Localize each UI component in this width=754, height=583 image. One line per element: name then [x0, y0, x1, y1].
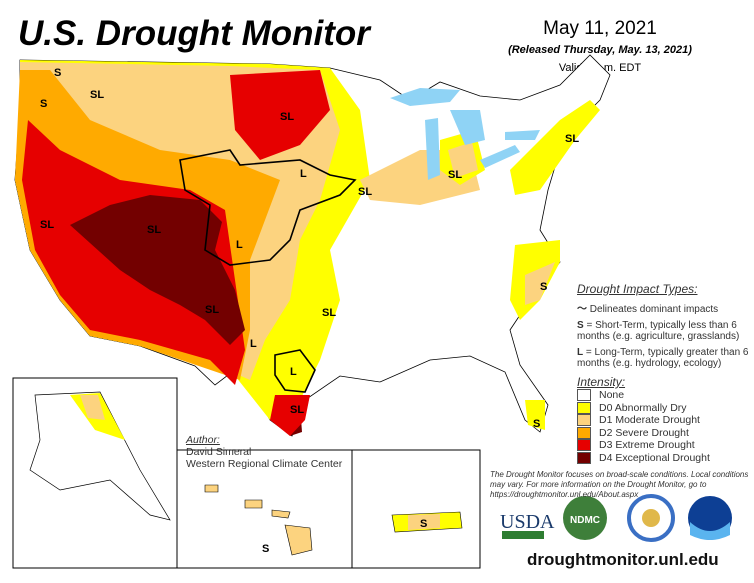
- intensity-heading: Intensity:: [577, 375, 626, 389]
- legend-item: D4 Exceptional Drought: [577, 452, 752, 465]
- impact-labels: S SL S SL SL L SL SL SL SL L S SL SL L L…: [40, 67, 579, 430]
- svg-text:S: S: [40, 98, 47, 110]
- lake-huron: [450, 110, 485, 145]
- legend-swatch: [577, 439, 591, 452]
- svg-text:L: L: [236, 239, 243, 251]
- d1-carolinas: [525, 262, 555, 305]
- d0-florida: [525, 400, 545, 430]
- impact-boundaries: [179, 149, 357, 393]
- svg-text:SL: SL: [280, 111, 294, 123]
- d4-southwest: [70, 195, 245, 345]
- short-term-key: S: [577, 320, 584, 331]
- legend-label: D3 Extreme Drought: [599, 439, 695, 451]
- svg-text:SL: SL: [448, 169, 462, 181]
- website-link[interactable]: droughtmonitor.unl.edu: [527, 550, 719, 569]
- puerto-rico-inset: S: [351, 449, 481, 569]
- svg-text:SL: SL: [358, 186, 372, 198]
- svg-text:L: L: [290, 366, 297, 378]
- hawaii-inset: S: [176, 449, 353, 569]
- legend-label: D2 Severe Drought: [599, 426, 689, 439]
- d3-texas: [270, 395, 310, 436]
- svg-text:SL: SL: [565, 133, 579, 145]
- d3-north: [230, 70, 330, 160]
- svg-text:L: L: [300, 168, 307, 180]
- svg-text:S: S: [540, 281, 547, 293]
- legend-item: None: [577, 389, 752, 402]
- svg-text:SL: SL: [40, 219, 54, 231]
- impact-types-heading: Drought Impact Types:: [577, 282, 698, 296]
- drought-areas: [15, 60, 600, 436]
- svg-text:S: S: [54, 67, 61, 79]
- svg-text:S: S: [262, 543, 269, 555]
- long-term-key: L: [577, 347, 584, 358]
- lake-superior: [390, 88, 460, 106]
- disclaimer-note: The Drought Monitor focuses on broad-sca…: [490, 470, 749, 499]
- svg-text:S: S: [420, 518, 427, 530]
- legend-swatch: [577, 414, 591, 427]
- author-block: Author: David Simeral Western Regional C…: [186, 434, 342, 470]
- ndmc-logo: [563, 496, 607, 540]
- svg-text:NDMC: NDMC: [570, 515, 600, 526]
- legend-item: D0 Abnormally Dry: [577, 402, 752, 415]
- d1-michigan: [448, 142, 478, 178]
- svg-text:SL: SL: [290, 404, 304, 416]
- legend-item: D2 Severe Drought: [577, 427, 752, 440]
- lake-erie: [480, 145, 520, 168]
- author-org: Western Regional Climate Center: [186, 458, 343, 470]
- svg-text:L: L: [250, 338, 257, 350]
- legend-label: None: [599, 389, 625, 401]
- delineates-text: Delineates dominant impacts: [589, 304, 719, 315]
- svg-text:SL: SL: [322, 307, 336, 319]
- great-lakes: [390, 88, 540, 180]
- d0-northeast: [510, 100, 600, 195]
- short-term-text: = Short-Term, typically less than 6 mont…: [577, 320, 740, 342]
- logos: USDA NDMC: [500, 494, 732, 542]
- legend-swatch: [577, 451, 591, 464]
- boundary-line-icon: 〜: [577, 304, 587, 315]
- release-date: (Released Thursday, May. 13, 2021): [508, 44, 692, 56]
- legend-label: D1 Moderate Drought: [599, 414, 700, 426]
- map-title: U.S. Drought Monitor: [18, 14, 370, 53]
- legend: Drought Impact Types: 〜 Delineates domin…: [577, 282, 752, 464]
- author-heading: Author:: [186, 434, 220, 446]
- intensity-list: None D0 Abnormally Dry D1 Moderate Drought…: [577, 389, 752, 464]
- author-name: David Simeral: [186, 446, 252, 458]
- legend-label: D4 Exceptional Drought: [599, 451, 710, 464]
- long-term-text: = Long-Term, typically greater than 6 mo…: [577, 347, 749, 369]
- legend-label: D0 Abnormally Dry: [599, 401, 687, 414]
- svg-text:S: S: [533, 418, 540, 430]
- legend-swatch: [577, 426, 591, 439]
- alaska-inset: [12, 377, 178, 569]
- lake-michigan: [425, 118, 440, 180]
- lake-ontario: [505, 130, 540, 140]
- legend-swatch: [577, 389, 591, 402]
- svg-text:SL: SL: [90, 89, 104, 101]
- usda-logo: USDA: [500, 511, 555, 533]
- svg-text:SL: SL: [147, 224, 161, 236]
- svg-text:SL: SL: [205, 304, 219, 316]
- legend-swatch: [577, 401, 591, 414]
- map-date: May 11, 2021: [543, 18, 657, 39]
- legend-item: D1 Moderate Drought: [577, 414, 752, 427]
- legend-item: D3 Extreme Drought: [577, 439, 752, 452]
